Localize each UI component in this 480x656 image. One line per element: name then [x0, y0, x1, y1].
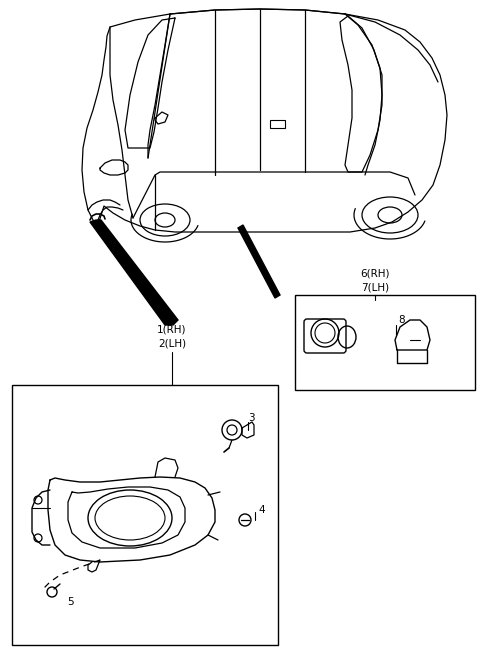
Bar	[295, 295, 475, 390]
Text: 5: 5	[67, 597, 73, 607]
Text: 2(LH): 2(LH)	[158, 338, 186, 348]
Text: 6(RH): 6(RH)	[360, 269, 390, 279]
Bar	[12, 385, 278, 645]
Bar	[270, 120, 285, 128]
Text: 1(RH): 1(RH)	[157, 325, 187, 335]
Polygon shape	[238, 225, 280, 298]
FancyBboxPatch shape	[304, 319, 346, 353]
Text: 8: 8	[398, 315, 405, 325]
Polygon shape	[90, 220, 178, 325]
Text: 7(LH): 7(LH)	[361, 282, 389, 292]
Text: 3: 3	[248, 413, 254, 423]
Text: 4: 4	[258, 505, 264, 515]
